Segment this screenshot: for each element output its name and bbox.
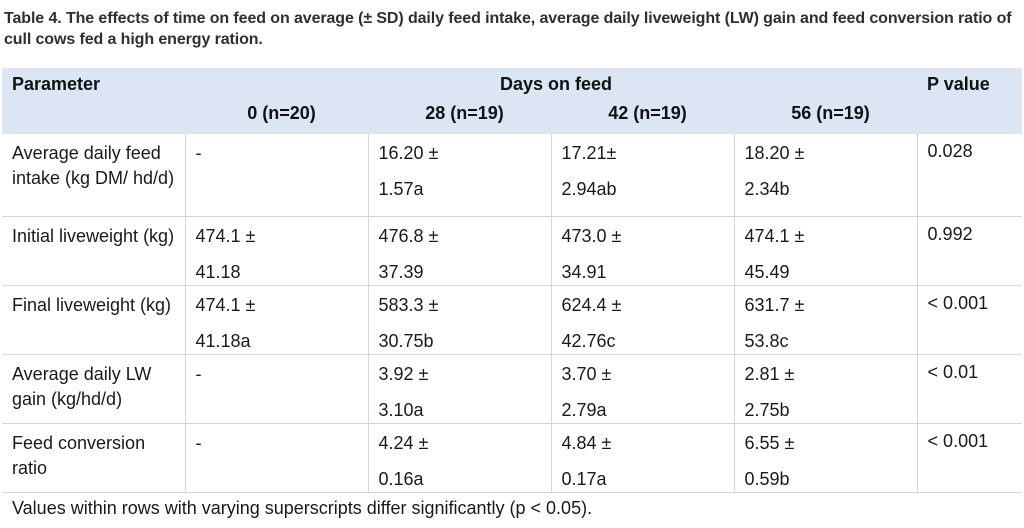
- cell-sd: 0.16a: [378, 468, 424, 489]
- table-cell: -: [185, 354, 369, 424]
- table-footnote: Values within rows with varying superscr…: [12, 497, 593, 518]
- p-value-cell: < 0.001: [917, 423, 1023, 493]
- header-blank: [2, 101, 185, 134]
- header-p-value: P value: [917, 68, 1023, 101]
- row-parameter: Feed conversion ratio: [2, 423, 186, 493]
- cell-mean: 474.1 ±: [195, 294, 256, 315]
- cell-sd: 41.18a: [195, 330, 251, 351]
- table-cell: 2.81 ± 2.75b: [734, 354, 918, 424]
- table-cell: 3.70 ± 2.79a: [551, 354, 735, 424]
- row-parameter: Initial liveweight (kg): [2, 216, 186, 286]
- results-table: Parameter Days on feed P value 0 (n=20) …: [2, 68, 1023, 528]
- table-cell: 3.92 ± 3.10a: [368, 354, 552, 424]
- cell-mean: 474.1 ±: [195, 225, 256, 246]
- cell-mean: 583.3 ±: [378, 294, 439, 315]
- cell-mean: 2.81 ±: [744, 363, 795, 384]
- cell-sd: 30.75b: [378, 330, 434, 351]
- cell-mean: -: [195, 363, 202, 384]
- p-value-cell: < 0.01: [917, 354, 1023, 424]
- cell-mean: 18.20 ±: [744, 143, 805, 163]
- cell-sd: 42.76c: [561, 330, 616, 351]
- table-row: Average daily feed intake (kg DM/ hd/d) …: [2, 134, 1023, 217]
- cell-sd: 41.18: [195, 261, 241, 282]
- header-day-56: 56 (n=19): [734, 101, 918, 134]
- row-parameter: Final liveweight (kg): [2, 285, 186, 355]
- cell-mean: 3.92 ±: [378, 363, 429, 384]
- table-row: Average daily LW gain (kg/hd/d) - 3.92 ±…: [2, 354, 1023, 424]
- p-value-cell: 0.992: [917, 216, 1023, 286]
- header-day-42: 42 (n=19): [551, 101, 734, 134]
- table-title: The effects of time on feed on average (…: [4, 10, 1012, 48]
- table-cell: -: [185, 423, 369, 493]
- cell-mean: 624.4 ±: [561, 294, 622, 315]
- p-value-cell: 0.028: [917, 134, 1023, 217]
- cell-sd: 37.39: [378, 261, 424, 282]
- table-cell: 474.1 ± 41.18a: [185, 285, 369, 355]
- cell-sd: 3.10a: [378, 399, 424, 420]
- header-row-2: 0 (n=20) 28 (n=19) 42 (n=19) 56 (n=19): [2, 101, 1023, 134]
- table-row: Initial liveweight (kg) 474.1 ± 41.18 476…: [2, 216, 1023, 286]
- table-cell: 16.20 ± 1.57a: [368, 134, 552, 217]
- cell-sd: 34.91: [561, 261, 607, 282]
- header-day-0: 0 (n=20): [185, 101, 368, 134]
- cell-sd: 2.75b: [744, 399, 790, 420]
- cell-mean: 473.0 ±: [561, 225, 622, 246]
- table-cell: 4.84 ± 0.17a: [551, 423, 735, 493]
- header-parameter: Parameter: [2, 68, 185, 101]
- cell-sd: 45.49: [744, 261, 790, 282]
- table-cell: 18.20 ± 2.34b: [734, 134, 918, 217]
- header-days-on-feed: Days on feed: [185, 68, 918, 101]
- cell-sd: 2.94ab: [561, 179, 617, 199]
- table-cell: 631.7 ± 53.8c: [734, 285, 918, 355]
- cell-mean: 4.24 ±: [378, 432, 429, 453]
- cell-mean: 6.55 ±: [744, 432, 795, 453]
- cell-mean: 16.20 ±: [378, 143, 439, 163]
- table-cell: 624.4 ± 42.76c: [551, 285, 735, 355]
- table-cell: 473.0 ± 34.91: [551, 216, 735, 286]
- header-blank-p: [917, 101, 1023, 134]
- table-cell: -: [185, 134, 369, 217]
- cell-mean: 3.70 ±: [561, 363, 612, 384]
- cell-mean: 17.21±: [561, 143, 617, 163]
- header-day-28: 28 (n=19): [368, 101, 551, 134]
- cell-mean: 631.7 ±: [744, 294, 805, 315]
- table-cell: 474.1 ± 45.49: [734, 216, 918, 286]
- cell-sd: 53.8c: [744, 330, 789, 351]
- table-label: Table 4.: [4, 10, 62, 27]
- p-value-cell: < 0.001: [917, 285, 1023, 355]
- cell-sd: 1.57a: [378, 179, 424, 199]
- table-caption: Table 4. The effects of time on feed on …: [4, 8, 1014, 50]
- cell-sd: 0.59b: [744, 468, 790, 489]
- row-parameter: Average daily LW gain (kg/hd/d): [2, 354, 186, 424]
- row-parameter: Average daily feed intake (kg DM/ hd/d): [2, 134, 186, 217]
- cell-mean: 476.8 ±: [378, 225, 439, 246]
- table-cell: 583.3 ± 30.75b: [368, 285, 552, 355]
- table-cell: 6.55 ± 0.59b: [734, 423, 918, 493]
- table-cell: 4.24 ± 0.16a: [368, 423, 552, 493]
- cell-sd: 2.34b: [744, 179, 790, 199]
- cell-mean: 474.1 ±: [744, 225, 805, 246]
- cell-mean: -: [195, 143, 202, 163]
- cell-mean: -: [195, 432, 202, 453]
- table-cell: 474.1 ± 41.18: [185, 216, 369, 286]
- table-row: Final liveweight (kg) 474.1 ± 41.18a 583.…: [2, 285, 1023, 355]
- cell-sd: 2.79a: [561, 399, 607, 420]
- cell-mean: 4.84 ±: [561, 432, 612, 453]
- table-row: Feed conversion ratio - 4.24 ± 0.16a 4.84…: [2, 423, 1023, 493]
- footnote-row: Values within rows with varying superscr…: [2, 492, 1022, 528]
- table-cell: 476.8 ± 37.39: [368, 216, 552, 286]
- table-cell: 17.21± 2.94ab: [551, 134, 735, 217]
- cell-sd: 0.17a: [561, 468, 607, 489]
- header-row-1: Parameter Days on feed P value: [2, 68, 1023, 101]
